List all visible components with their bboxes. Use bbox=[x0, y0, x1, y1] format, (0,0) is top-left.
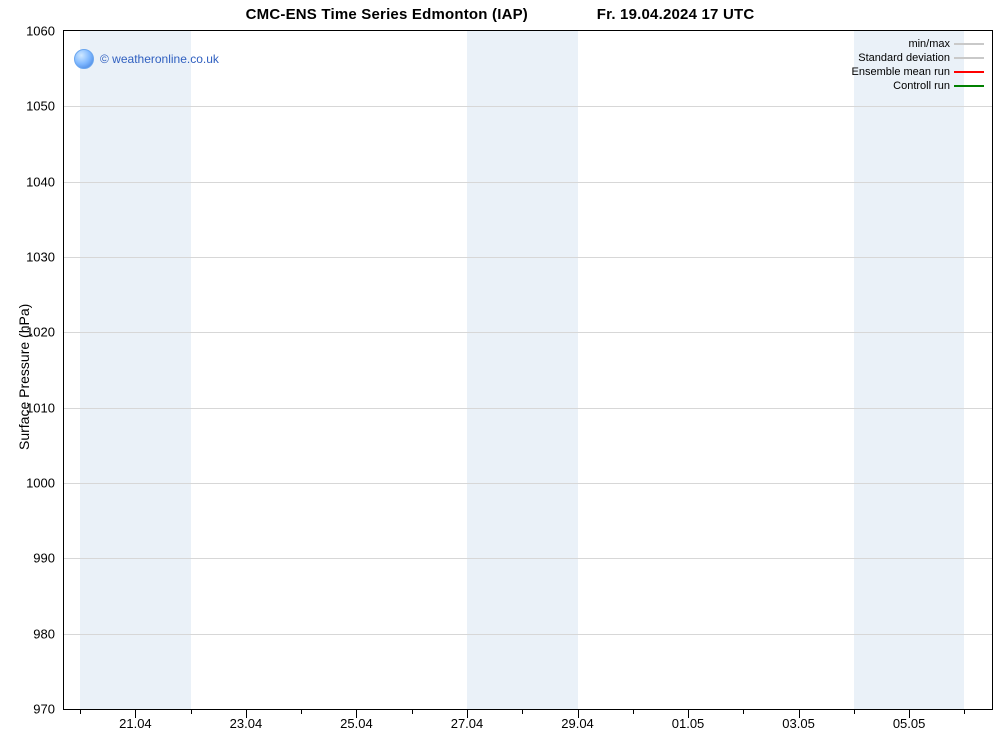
plot-area: © weatheronline.co.uk min/max Standard de… bbox=[63, 30, 993, 710]
x-tick-major bbox=[135, 710, 136, 718]
grid-line bbox=[64, 408, 992, 409]
legend-item: Controll run bbox=[852, 79, 984, 93]
x-tick-minor bbox=[80, 710, 81, 714]
x-tick-label: 01.05 bbox=[672, 716, 705, 731]
weekend-band bbox=[80, 31, 191, 709]
x-tick-minor bbox=[633, 710, 634, 714]
x-tick-label: 05.05 bbox=[893, 716, 926, 731]
x-tick-minor bbox=[191, 710, 192, 714]
chart-title: CMC-ENS Time Series Edmonton (IAP) Fr. 1… bbox=[0, 6, 1000, 23]
x-tick-minor bbox=[743, 710, 744, 714]
x-tick-major bbox=[356, 710, 357, 718]
x-tick-major bbox=[467, 710, 468, 718]
legend-label: Controll run bbox=[893, 80, 950, 92]
title-datetime: Fr. 19.04.2024 17 UTC bbox=[597, 6, 755, 23]
watermark-text: © weatheronline.co.uk bbox=[100, 52, 219, 66]
grid-line bbox=[64, 182, 992, 183]
globe-icon bbox=[74, 49, 94, 69]
y-tick-label: 1040 bbox=[0, 174, 55, 189]
legend-item: min/max bbox=[852, 37, 984, 51]
y-tick-label: 1010 bbox=[0, 400, 55, 415]
legend-swatch bbox=[954, 85, 984, 87]
y-tick-label: 1050 bbox=[0, 99, 55, 114]
y-tick-label: 980 bbox=[0, 626, 55, 641]
legend-label: Standard deviation bbox=[858, 52, 950, 64]
x-tick-major bbox=[688, 710, 689, 718]
legend-label: Ensemble mean run bbox=[852, 66, 950, 78]
x-tick-major bbox=[246, 710, 247, 718]
y-tick-label: 970 bbox=[0, 702, 55, 717]
title-model: CMC-ENS Time Series Edmonton (IAP) bbox=[246, 6, 528, 23]
x-tick-label: 27.04 bbox=[451, 716, 484, 731]
chart-root: CMC-ENS Time Series Edmonton (IAP) Fr. 1… bbox=[0, 0, 1000, 733]
x-tick-minor bbox=[522, 710, 523, 714]
y-tick-label: 1000 bbox=[0, 476, 55, 491]
grid-line bbox=[64, 558, 992, 559]
y-tick-label: 1030 bbox=[0, 250, 55, 265]
x-tick-minor bbox=[412, 710, 413, 714]
grid-line bbox=[64, 634, 992, 635]
legend: min/max Standard deviation Ensemble mean r… bbox=[852, 37, 984, 93]
grid-line bbox=[64, 257, 992, 258]
legend-swatch bbox=[954, 71, 984, 73]
x-tick-label: 03.05 bbox=[782, 716, 815, 731]
y-tick-label: 1020 bbox=[0, 325, 55, 340]
watermark: © weatheronline.co.uk bbox=[74, 49, 219, 69]
legend-item: Ensemble mean run bbox=[852, 65, 984, 79]
weekend-band bbox=[467, 31, 578, 709]
legend-swatch bbox=[954, 43, 984, 45]
x-tick-major bbox=[799, 710, 800, 718]
grid-line bbox=[64, 332, 992, 333]
y-tick-label: 1060 bbox=[0, 24, 55, 39]
legend-label: min/max bbox=[908, 38, 950, 50]
x-tick-minor bbox=[964, 710, 965, 714]
x-tick-minor bbox=[301, 710, 302, 714]
x-tick-label: 23.04 bbox=[230, 716, 263, 731]
y-tick-label: 990 bbox=[0, 551, 55, 566]
weekend-band bbox=[854, 31, 965, 709]
x-tick-label: 25.04 bbox=[340, 716, 373, 731]
legend-item: Standard deviation bbox=[852, 51, 984, 65]
x-tick-major bbox=[578, 710, 579, 718]
grid-line bbox=[64, 106, 992, 107]
legend-swatch bbox=[954, 57, 984, 59]
grid-line bbox=[64, 483, 992, 484]
x-tick-minor bbox=[854, 710, 855, 714]
x-tick-label: 29.04 bbox=[561, 716, 594, 731]
x-tick-label: 21.04 bbox=[119, 716, 152, 731]
x-tick-major bbox=[909, 710, 910, 718]
